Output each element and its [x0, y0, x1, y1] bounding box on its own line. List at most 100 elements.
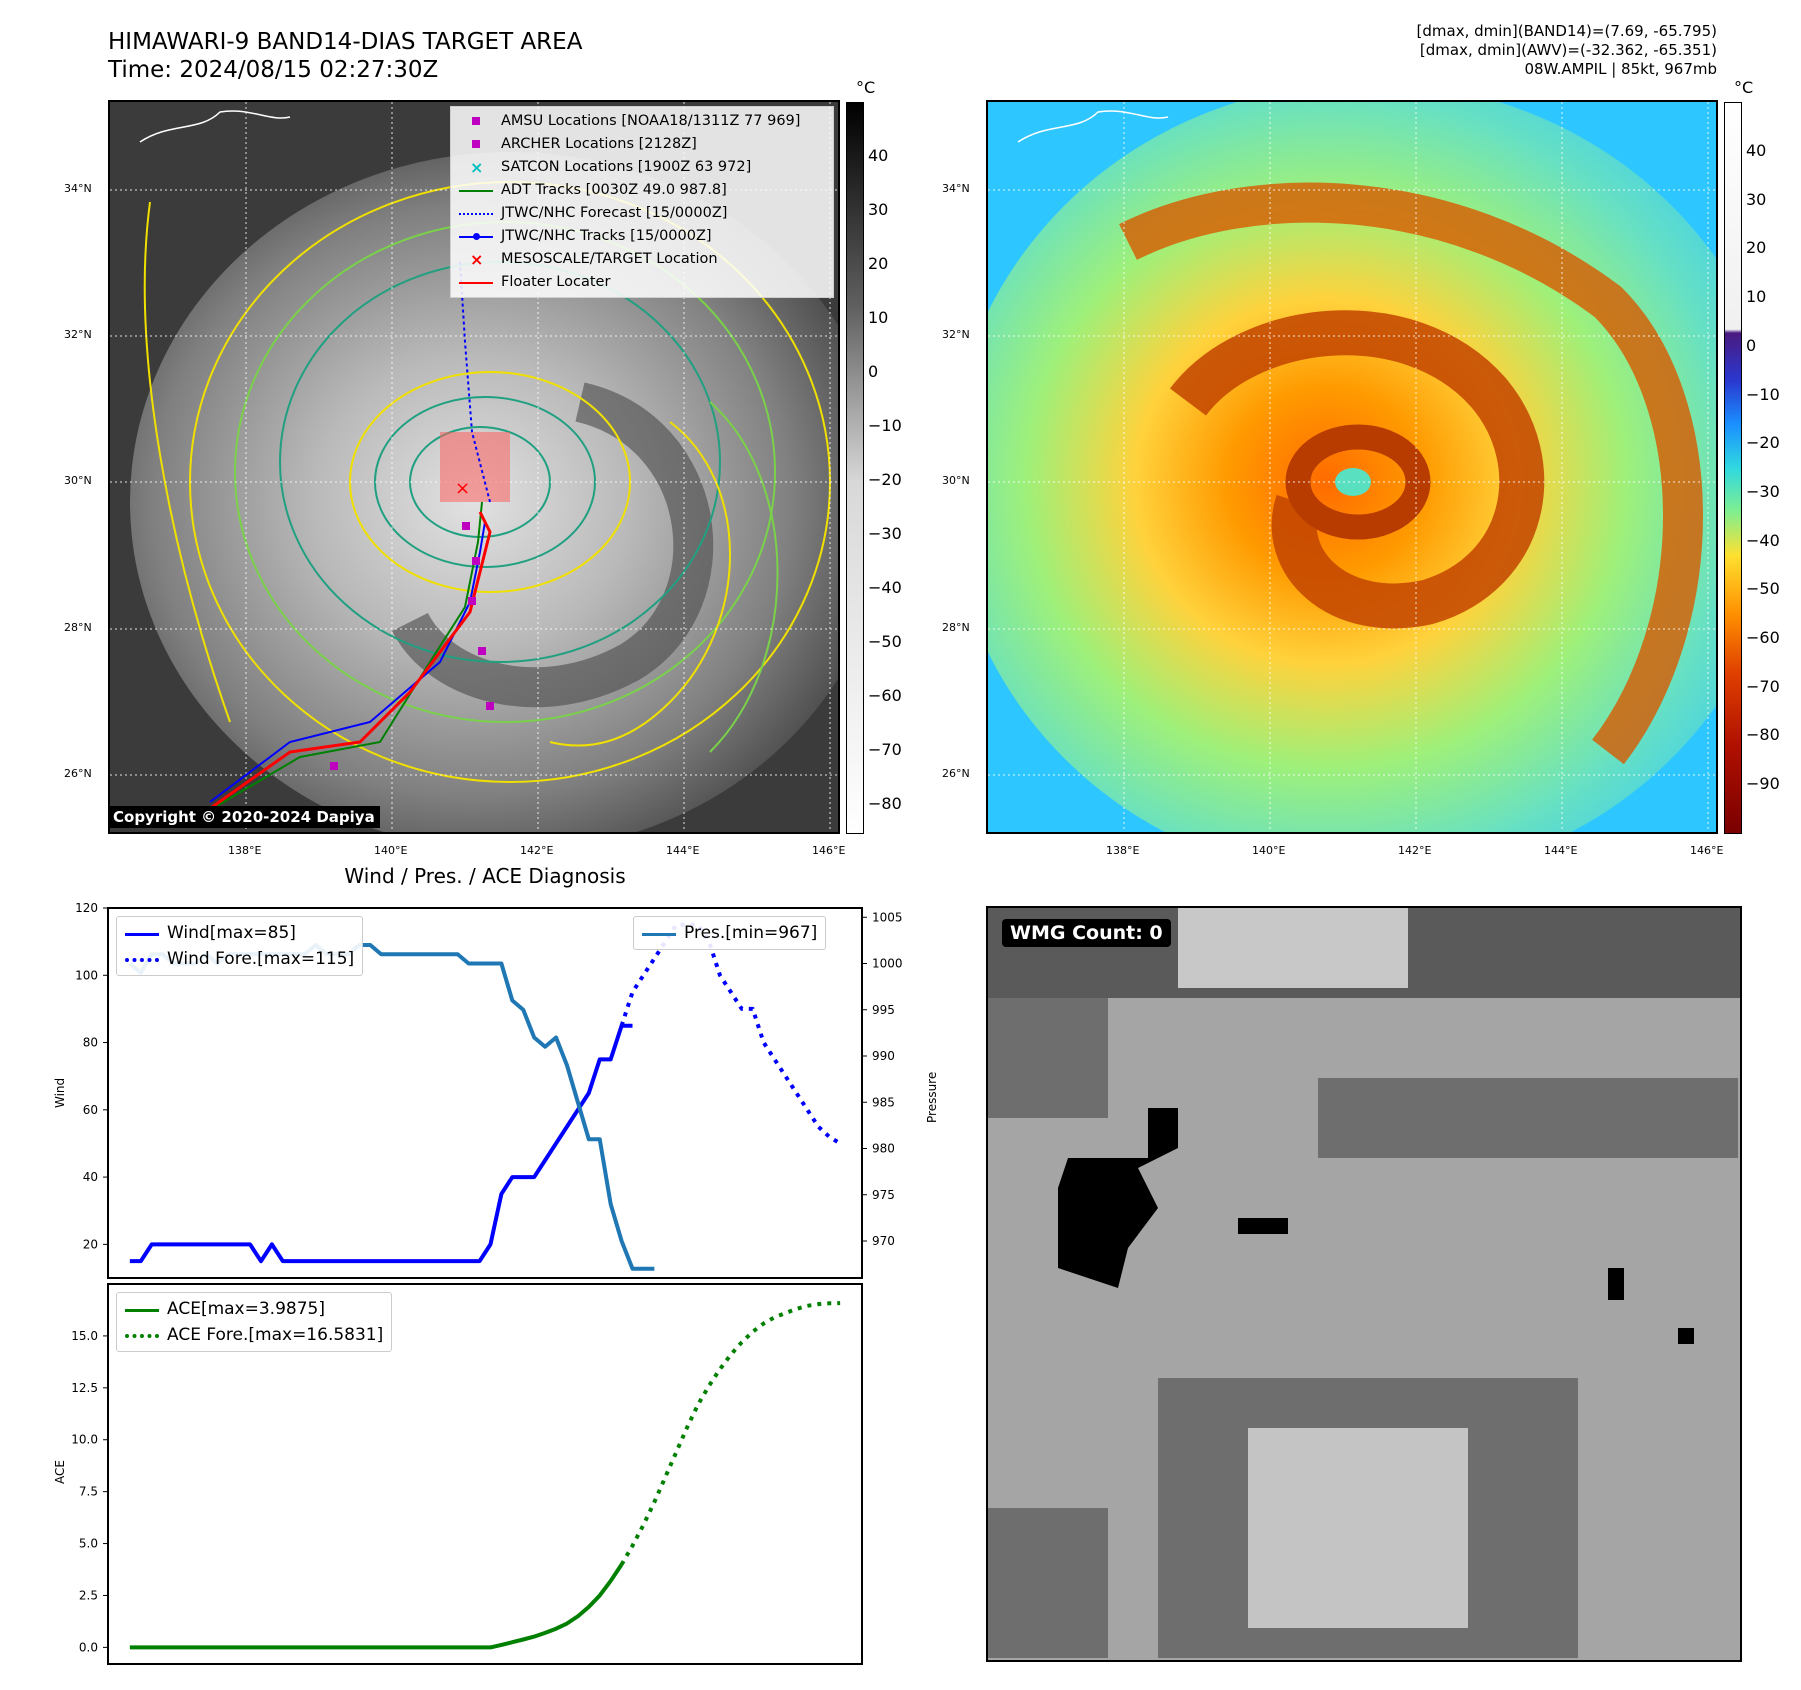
y2-tick-label: 980 — [872, 1142, 895, 1156]
colorbar-tick-label: 0 — [1746, 335, 1757, 355]
legend-adt: ADT Tracks [0030Z 49.0 987.8] — [459, 179, 825, 202]
y-tick-label: 7.5 — [79, 1485, 98, 1499]
color-colorbar — [1724, 102, 1742, 834]
legend-wind: Wind[max=85] — [125, 920, 354, 946]
y-tick-label: 0.0 — [79, 1640, 98, 1654]
y-tick-label: 60 — [83, 1103, 98, 1117]
square-marker-icon — [459, 135, 493, 155]
color-map-panel — [986, 100, 1718, 834]
colorbar-tick-label: −10 — [1746, 384, 1780, 404]
lon-label: 144°E — [1544, 844, 1578, 857]
legend-jtwc-forecast: JTWC/NHC Forecast [15/0000Z] — [459, 202, 825, 225]
legend-label: Wind[max=85] — [167, 923, 296, 943]
colorbar-tick-label: −60 — [1746, 628, 1780, 647]
legend-amsu: AMSU Locations [NOAA18/1311Z 77 969] — [459, 110, 825, 133]
legend-label: JTWC/NHC Tracks [15/0000Z] — [501, 228, 712, 244]
legend-jtwc-tracks: JTWC/NHC Tracks [15/0000Z] — [459, 225, 825, 248]
svg-text:×: × — [455, 478, 470, 499]
legend-label: ADT Tracks [0030Z 49.0 987.8] — [501, 182, 727, 198]
colorbar-tick-label: −30 — [1746, 481, 1780, 501]
colorbar-tick-label: −90 — [1746, 774, 1780, 794]
title-line-2: Time: 2024/08/15 02:27:30Z — [108, 57, 439, 83]
lat-label: 32°N — [942, 328, 970, 341]
colorbar-tick-label: −50 — [868, 632, 902, 651]
series-line-wind — [129, 1023, 633, 1264]
wmg-image — [988, 908, 1740, 1660]
x-marker-icon: × — [470, 249, 484, 269]
legend-pressure: Pres.[min=967] — [642, 920, 817, 946]
legend-label: ACE Fore.[max=16.5831] — [167, 1325, 384, 1345]
pressure-legend: Pres.[min=967] — [633, 916, 827, 950]
y-tick-label: 5.0 — [79, 1537, 98, 1551]
info-block: [dmax, dmin](BAND14)=(7.69, -65.795) [dm… — [1417, 22, 1717, 79]
info-line-1: [dmax, dmin](BAND14)=(7.69, -65.795) — [1416, 22, 1717, 40]
y-tick-label: 40 — [83, 1170, 98, 1184]
colorbar-tick-label: −70 — [1746, 676, 1780, 696]
colorbar-tick-label: 30 — [1746, 189, 1767, 209]
lat-label: 34°N — [942, 182, 970, 195]
map-legend: AMSU Locations [NOAA18/1311Z 77 969] ARC… — [450, 106, 834, 298]
colorbar-tick-label: −70 — [868, 740, 902, 759]
lat-label: 28°N — [942, 621, 970, 634]
lon-label: 146°E — [1690, 844, 1724, 857]
legend-label: ACE[max=3.9875] — [167, 1299, 325, 1319]
lat-label: 34°N — [64, 182, 92, 195]
colorbar-unit: °C — [856, 78, 876, 97]
legend-label: Pres.[min=967] — [684, 923, 818, 943]
y-tick-label: 120 — [75, 901, 98, 915]
legend-label: ARCHER Locations [2128Z] — [501, 136, 697, 152]
wind-pressure-chart: 20 40 60 80 100 120 970 975 980 985 990 995 1000 1005… — [53, 901, 939, 1279]
legend-label: AMSU Locations [NOAA18/1311Z 77 969] — [501, 113, 801, 129]
lat-label: 32°N — [64, 328, 92, 341]
lat-label: 28°N — [64, 621, 92, 634]
dotted-line-icon — [125, 1325, 159, 1345]
y-tick-label: 2.5 — [79, 1588, 98, 1602]
y-tick-label: 15.0 — [71, 1329, 98, 1343]
solid-line-icon — [459, 273, 493, 293]
info-line-3: 08W.AMPIL | 85kt, 967mb — [1524, 60, 1717, 78]
y2-tick-label: 1000 — [872, 957, 903, 971]
wind-legend: Wind[max=85] Wind Fore.[max=115] — [116, 916, 364, 976]
lon-label: 146°E — [812, 844, 846, 857]
colorbar-tick-label: −80 — [1746, 725, 1780, 745]
colorbar-unit: °C — [1734, 78, 1754, 97]
lat-label: 30°N — [942, 474, 970, 487]
wmg-count-badge: WMG Count: 0 — [1002, 919, 1171, 947]
y2-tick-label: 970 — [872, 1234, 895, 1248]
y2-axis-label: Pressure — [925, 1072, 939, 1123]
colorbar-tick-label: −80 — [868, 794, 902, 813]
series-line-ace — [129, 1563, 624, 1650]
colorbar-tick-label: 0 — [868, 362, 879, 381]
y2-tick-label: 985 — [872, 1095, 895, 1109]
legend-ace-forecast: ACE Fore.[max=16.5831] — [125, 1322, 383, 1348]
y-tick-label: 100 — [75, 968, 98, 982]
lon-label: 138°E — [1106, 844, 1140, 857]
ace-legend: ACE[max=3.9875] ACE Fore.[max=16.5831] — [116, 1292, 393, 1352]
gray-colorbar — [846, 102, 864, 834]
y-axis-label: Wind — [53, 1078, 67, 1108]
copyright-label: Copyright © 2020-2024 Dapiya — [108, 806, 380, 828]
legend-label: MESOSCALE/TARGET Location — [501, 251, 718, 267]
y-tick-label: 20 — [83, 1237, 98, 1251]
legend-label: JTWC/NHC Forecast [15/0000Z] — [501, 205, 728, 221]
y-tick-label: 80 — [83, 1036, 98, 1050]
colorbar-tick-label: 40 — [1746, 141, 1767, 160]
solid-line-icon — [459, 181, 493, 201]
lon-label: 140°E — [1252, 844, 1286, 857]
diagnosis-title: Wind / Pres. / ACE Diagnosis — [344, 864, 626, 888]
colorbar-tick-label: 30 — [868, 200, 889, 219]
solid-line-icon — [125, 923, 159, 943]
legend-ace: ACE[max=3.9875] — [125, 1296, 383, 1322]
info-line-2: [dmax, dmin](AWV)=(-32.362, -65.351) — [1419, 41, 1717, 59]
lat-label: 26°N — [942, 767, 970, 780]
colorbar-tick-label: 10 — [1746, 287, 1767, 307]
colorbar-tick-label: −60 — [868, 686, 902, 705]
colorbar-tick-label: −40 — [1746, 530, 1780, 550]
legend-floater: Floater Locater — [459, 271, 825, 294]
legend-wind-forecast: Wind Fore.[max=115] — [125, 946, 354, 972]
colorbar-tick-label: −20 — [1746, 433, 1780, 453]
plot-frame — [107, 1283, 863, 1665]
colorbar-tick-label: −20 — [868, 470, 902, 489]
colorbar-tick-label: 20 — [1746, 238, 1767, 258]
colorbar-tick-label: −40 — [868, 578, 902, 597]
